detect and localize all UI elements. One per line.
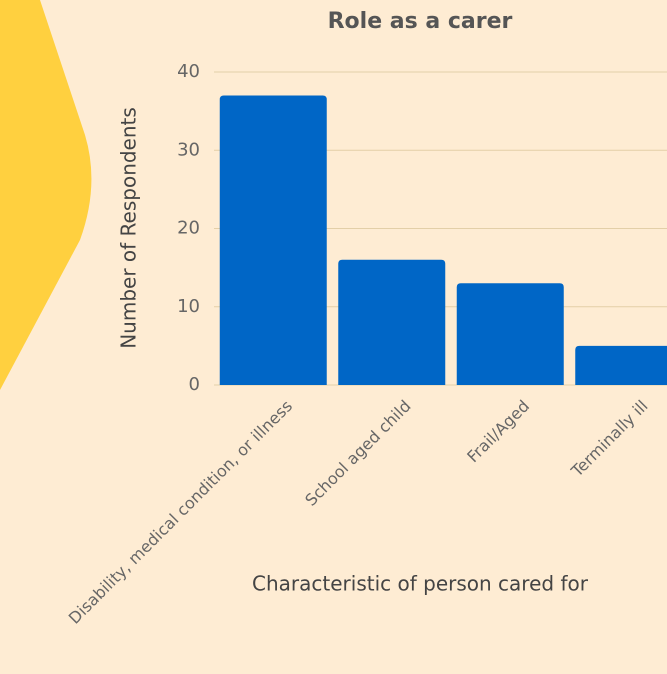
y-axis-title: Number of Respondents: [117, 107, 141, 349]
chart-title: Role as a carer: [328, 9, 513, 34]
x-axis-title: Characteristic of person cared for: [252, 572, 589, 596]
x-tick-label: Frail/Aged: [463, 396, 533, 466]
bar: [575, 345, 667, 385]
y-tick-label: 40: [177, 61, 200, 82]
decoration: [0, 0, 92, 390]
x-tick-label: School aged child: [301, 396, 414, 509]
y-tick-label: 20: [177, 218, 200, 239]
bar: [219, 95, 327, 385]
y-tick-label: 0: [189, 374, 200, 395]
bar: [456, 283, 564, 385]
y-tick-label: 30: [177, 139, 200, 160]
bar: [338, 259, 446, 385]
y-tick-label: 10: [177, 296, 200, 317]
x-tick-label: Terminally ill: [567, 396, 652, 481]
